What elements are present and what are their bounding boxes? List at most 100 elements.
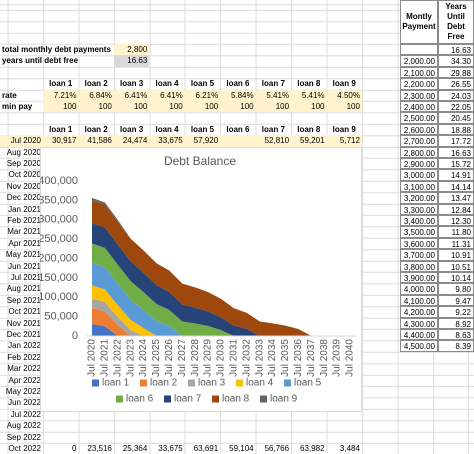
loan-header: loan 8	[297, 124, 321, 134]
legend-swatch	[92, 379, 99, 387]
balance-cell: 56,766	[264, 444, 290, 453]
date-cell: Oct 2020	[8, 170, 41, 180]
loan-header: loan 6	[226, 79, 250, 89]
x-tick-label: Jul 2032	[241, 339, 252, 377]
years-cell: 18.88	[438, 123, 474, 136]
legend-swatch	[212, 395, 219, 403]
loan-header: loan 7	[261, 79, 285, 89]
years-cell: 10.14	[438, 272, 474, 284]
area	[92, 243, 350, 336]
legend-label: loan 4	[246, 378, 274, 389]
x-tick-label: Jul 2020	[87, 339, 98, 377]
row-label: rate	[2, 90, 17, 100]
years-cell: 9.80	[438, 283, 474, 295]
loan-header: loan 1	[49, 124, 73, 134]
y-tick-label: 150,000	[40, 272, 78, 284]
balance-cell	[220, 135, 256, 147]
payment-cell: 4,300.00	[400, 317, 438, 329]
area	[92, 307, 350, 336]
legend-label: loan 5	[294, 378, 322, 389]
x-tick-label: Jul 2023	[125, 339, 136, 377]
years-cell: 17.72	[438, 135, 474, 147]
rate-cell: 6.41%	[149, 89, 185, 101]
min-pay-cell: 100	[255, 101, 292, 113]
summary-label: years until debt free	[2, 56, 79, 66]
loan-header: loan 1	[49, 79, 73, 89]
years-cell: 8.92	[438, 317, 474, 329]
years-cell: 14.91	[438, 169, 474, 181]
x-tick-label: Jul 2029	[203, 339, 214, 377]
min-pay-cell: 100	[220, 101, 256, 113]
summary-value: 16.63	[113, 55, 150, 67]
balance-cell: 63,691	[193, 444, 219, 453]
years-cell: 13.47	[438, 192, 474, 204]
min-pay-cell: 100	[78, 101, 114, 113]
years-cell: 29.88	[438, 66, 474, 79]
rate-cell: 6.21%	[184, 89, 221, 101]
loan-header: loan 3	[120, 124, 144, 134]
date-cell: Feb 2022	[7, 352, 41, 362]
years-cell: 26.55	[438, 78, 474, 90]
years-cell: 22.05	[438, 101, 474, 113]
date-cell: May 2021	[5, 250, 41, 260]
payment-cell: 2,800.00	[400, 146, 438, 158]
payment-cell: 3,600.00	[400, 237, 438, 250]
legend-swatch	[140, 379, 147, 387]
date-cell: Jul 2020	[0, 135, 43, 147]
area	[92, 223, 350, 336]
loan-header: loan 3	[120, 79, 144, 89]
area	[92, 200, 350, 336]
payment-cell: 3,500.00	[400, 226, 438, 238]
x-tick-label: Jul 2034	[267, 339, 278, 377]
x-tick-label: Jul 2031	[229, 339, 240, 377]
balance-cell: 25,364	[122, 444, 148, 453]
loan-header: loan 5	[190, 79, 215, 89]
min-pay-cell: 100	[113, 101, 150, 113]
summary-value: 2,800	[113, 44, 150, 56]
date-cell: Aug 2020	[6, 147, 41, 157]
x-tick-label: Jul 2039	[332, 339, 343, 377]
balance-cell: 59,104	[229, 444, 254, 453]
date-cell: Jul 2021	[10, 273, 41, 282]
min-pay-cell: 100	[149, 101, 185, 113]
balance-cell: 63,982	[300, 444, 325, 453]
years-cell: 34.30	[438, 55, 474, 67]
years-cell: 16.63	[438, 146, 474, 158]
rate-cell: 5.41%	[291, 89, 327, 101]
balance-cell: 24,474	[113, 135, 150, 147]
rate-cell: 6.84%	[78, 89, 114, 101]
date-cell: Jan 2021	[8, 204, 41, 214]
date-cell: Jun 2021	[8, 261, 41, 271]
y-tick-label: 300,000	[40, 214, 78, 226]
date-cell: Sep 2021	[6, 295, 41, 305]
date-cell: Jul 2022	[10, 409, 41, 419]
legend-label: loan 7	[174, 394, 202, 405]
legend-swatch	[164, 395, 171, 403]
loan-header: loan 8	[297, 79, 321, 89]
years-cell: 9.47	[438, 294, 474, 307]
x-tick-label: Jul 2024	[138, 339, 149, 377]
balance-cell: 59,201	[291, 135, 327, 147]
balance-cell: 30,917	[43, 135, 79, 147]
legend-label: loan 9	[270, 394, 298, 405]
legend-label: loan 8	[222, 394, 250, 405]
loan-header: loan 9	[332, 79, 356, 89]
years-cell: 14.14	[438, 180, 474, 193]
y-tick-label: 200,000	[40, 252, 78, 264]
payment-cell: 2,000.00	[400, 55, 438, 67]
x-tick-label: Jul 2033	[254, 339, 265, 377]
legend-label: loan 3	[198, 378, 226, 389]
date-cell: Feb 2021	[7, 216, 41, 225]
x-tick-label: Jul 2038	[319, 339, 330, 377]
payment-cell: 4,500.00	[400, 340, 438, 352]
date-cell: Apr 2022	[8, 375, 41, 385]
date-cell: Jun 2022	[8, 398, 41, 408]
y-tick-label: 50,000	[44, 311, 78, 323]
y-tick-label: 400,000	[40, 175, 78, 187]
payment-cell	[400, 44, 438, 56]
date-cell: Dec 2021	[6, 330, 41, 339]
years-cell: 16.63	[438, 44, 474, 56]
payment-cell: 3,700.00	[400, 249, 438, 261]
x-tick-label: Jul 2035	[280, 339, 291, 377]
date-cell: Mar 2021	[7, 227, 41, 237]
